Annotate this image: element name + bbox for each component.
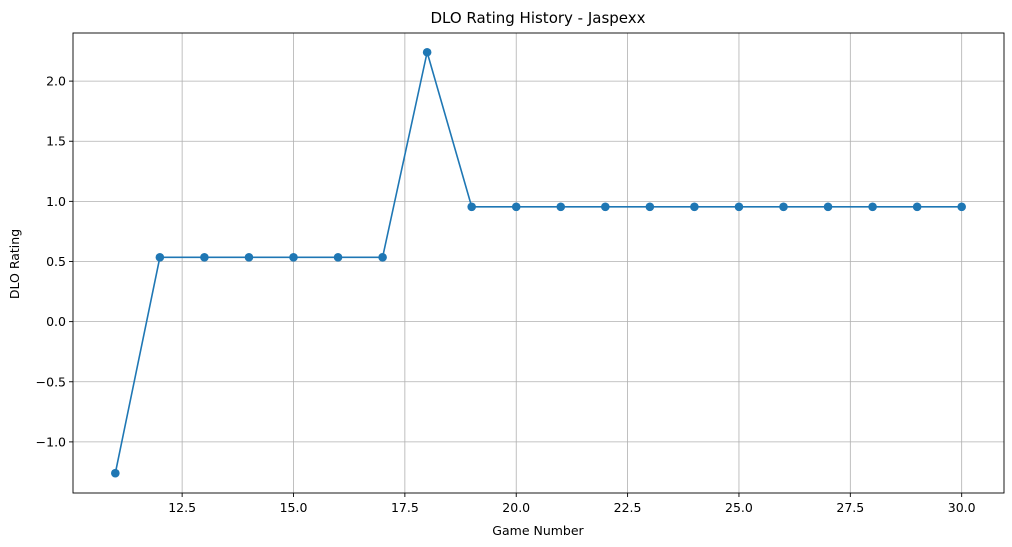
data-point bbox=[378, 252, 387, 262]
x-axis-ticks: 12.5 15.0 17.5 20.0 22.5 25.0 27.5 30.0 bbox=[168, 493, 976, 515]
data-point bbox=[957, 202, 966, 212]
data-point bbox=[779, 202, 788, 212]
data-point bbox=[868, 202, 877, 212]
y-tick-label: −1.0 bbox=[36, 434, 66, 449]
data-point bbox=[244, 252, 254, 262]
data-point bbox=[200, 252, 209, 262]
y-tick-label: 1.0 bbox=[46, 194, 66, 209]
series-layer bbox=[111, 47, 966, 478]
data-point bbox=[111, 468, 120, 478]
x-tick-label: 20.0 bbox=[502, 500, 530, 515]
y-tick-label: 1.5 bbox=[46, 134, 66, 149]
data-point bbox=[422, 47, 432, 57]
data-point bbox=[289, 252, 298, 262]
x-tick-label: 17.5 bbox=[391, 500, 419, 515]
x-tick-label: 25.0 bbox=[725, 500, 753, 515]
data-point bbox=[556, 202, 566, 212]
data-point bbox=[467, 202, 476, 212]
data-point bbox=[734, 202, 744, 212]
data-point bbox=[511, 202, 521, 212]
y-tick-label: 2.0 bbox=[46, 74, 66, 89]
data-point bbox=[601, 202, 610, 212]
x-tick-label: 12.5 bbox=[168, 500, 196, 515]
data-point bbox=[645, 202, 655, 212]
chart-title: DLO Rating History - Jaspexx bbox=[430, 9, 645, 27]
data-point bbox=[333, 252, 343, 262]
y-tick-label: 0.5 bbox=[46, 254, 66, 269]
y-tick-label: −0.5 bbox=[36, 374, 66, 389]
axes-frame bbox=[72, 32, 1005, 494]
x-tick-label: 27.5 bbox=[836, 500, 864, 515]
y-tick-label: 0.0 bbox=[46, 314, 66, 329]
x-axis-title: Game Number bbox=[492, 523, 584, 538]
x-tick-label: 15.0 bbox=[280, 500, 308, 515]
data-point bbox=[690, 202, 699, 212]
data-point bbox=[823, 202, 833, 212]
x-tick-label: 30.0 bbox=[948, 500, 976, 515]
series-line bbox=[114, 51, 962, 474]
grid-lines bbox=[73, 33, 1004, 493]
x-tick-label: 22.5 bbox=[614, 500, 642, 515]
y-axis-title: DLO Rating bbox=[7, 229, 22, 299]
data-point bbox=[155, 252, 165, 262]
y-axis-ticks: −1.0 −0.5 0.0 0.5 1.0 1.5 2.0 bbox=[36, 74, 73, 449]
plot-frame bbox=[72, 32, 1005, 494]
data-point bbox=[912, 202, 922, 212]
